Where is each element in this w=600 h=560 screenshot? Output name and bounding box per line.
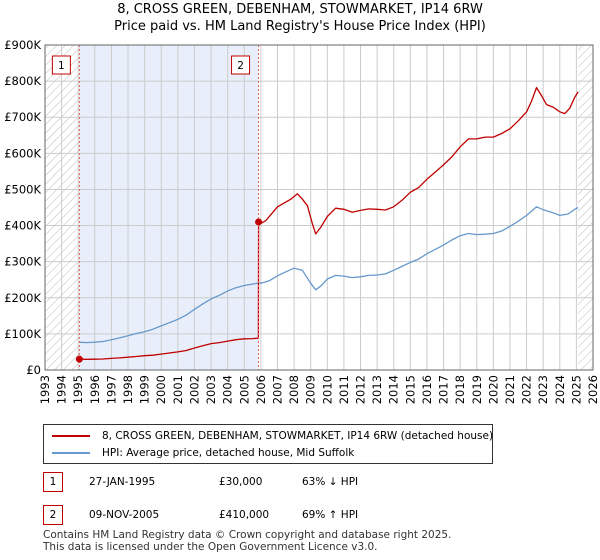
x-tick-label: 2003	[204, 375, 218, 404]
x-tick-label: 2020	[486, 375, 500, 404]
x-tick-label: 2000	[154, 375, 168, 404]
transaction-number-badge: 2	[43, 505, 63, 525]
y-tick-label: £500K	[4, 182, 41, 196]
x-tick-label: 1999	[138, 375, 152, 404]
y-tick-label: £200K	[4, 291, 41, 305]
footer-copyright: Contains HM Land Registry data © Crown c…	[43, 529, 452, 541]
x-tick-label: 2008	[287, 375, 301, 404]
hpi-line-swatch	[52, 452, 90, 454]
legend: 8, CROSS GREEN, DEBENHAM, STOWMARKET, IP…	[43, 424, 493, 464]
y-tick-label: £100K	[4, 327, 41, 341]
x-tick-label: 1993	[38, 375, 52, 404]
x-tick-label: 2019	[470, 375, 484, 404]
transaction-date: 27-JAN-1995	[89, 476, 156, 488]
sale-point	[255, 218, 263, 226]
transaction-number-badge: 1	[43, 472, 63, 492]
hatched-region	[45, 45, 80, 370]
sale-label-text: 1	[58, 60, 65, 72]
x-tick-label: 2017	[437, 375, 451, 404]
property-line-swatch	[52, 435, 90, 437]
x-tick-label: 2009	[304, 375, 318, 404]
legend-item-property: 8, CROSS GREEN, DEBENHAM, STOWMARKET, IP…	[52, 428, 493, 444]
x-tick-label: 2014	[387, 375, 401, 404]
property-series-line	[79, 86, 579, 360]
x-tick-label: 2012	[354, 375, 368, 404]
sale-point	[75, 355, 83, 363]
x-tick-label: 2013	[370, 375, 384, 404]
legend-item-hpi: HPI: Average price, detached house, Mid …	[52, 445, 354, 461]
x-tick-label: 2016	[420, 375, 434, 404]
x-tick-label: 2004	[221, 375, 235, 404]
price-chart: 1 2 £0 £100K £200K £300K £400K £500K £600K £700K…	[4, 38, 600, 404]
legend-hpi-label: HPI: Average price, detached house, Mid …	[102, 447, 355, 459]
x-tick-label: 2026	[586, 375, 600, 404]
y-tick-label: £400K	[4, 219, 41, 233]
y-tick-label: £600K	[4, 146, 41, 160]
x-tick-label: 2001	[171, 375, 185, 404]
y-tick-label: £0	[26, 363, 41, 377]
x-tick-label: 1994	[55, 375, 69, 404]
transaction-price: £410,000	[219, 509, 270, 521]
x-tick-label: 2002	[187, 375, 201, 404]
y-tick-label: £700K	[4, 110, 41, 124]
x-tick-label: 2005	[237, 375, 251, 404]
transaction-hpi-change: 63% ↓ HPI	[302, 476, 359, 488]
x-tick-label: 2023	[536, 375, 550, 404]
x-tick-label: 1995	[71, 375, 85, 404]
legend-property-label: 8, CROSS GREEN, DEBENHAM, STOWMARKET, IP…	[102, 430, 494, 442]
sale-label-text: 2	[237, 60, 244, 72]
x-tick-label: 1996	[88, 375, 102, 404]
footer-licence: This data is licensed under the Open Gov…	[43, 541, 378, 553]
x-tick-label: 2025	[569, 375, 583, 404]
x-tick-label: 2011	[337, 375, 351, 404]
x-tick-label: 2015	[403, 375, 417, 404]
hpi-series-line	[79, 206, 579, 344]
x-tick-label: 2006	[254, 375, 268, 404]
x-tick-label: 2022	[520, 375, 534, 404]
sale-label-box	[231, 55, 251, 75]
hatched-region	[578, 45, 593, 370]
x-tick-label: 2010	[320, 375, 334, 404]
transaction-date: 09-NOV-2005	[89, 509, 160, 521]
x-tick-label: 2021	[503, 375, 517, 404]
footer-attribution: Contains HM Land Registry data © Crown c…	[43, 529, 451, 553]
ownership-period-shade	[79, 45, 259, 370]
y-tick-label: £800K	[4, 74, 41, 88]
x-tick-label: 1998	[121, 375, 135, 404]
x-tick-label: 2024	[553, 375, 567, 404]
chart-subtitle: Price paid vs. HM Land Registry's House …	[114, 19, 486, 34]
y-tick-label: £300K	[4, 255, 41, 269]
transaction-hpi-change: 69% ↑ HPI	[302, 509, 359, 521]
x-tick-label: 2007	[270, 375, 284, 404]
y-tick-label: £900K	[4, 38, 41, 52]
x-tick-label: 1997	[104, 375, 118, 404]
plot-frame	[44, 44, 594, 371]
chart-title: 8, CROSS GREEN, DEBENHAM, STOWMARKET, IP…	[117, 2, 483, 17]
sale-label-box	[51, 55, 71, 75]
x-tick-label: 2018	[453, 375, 467, 404]
transaction-price: £30,000	[219, 476, 263, 488]
